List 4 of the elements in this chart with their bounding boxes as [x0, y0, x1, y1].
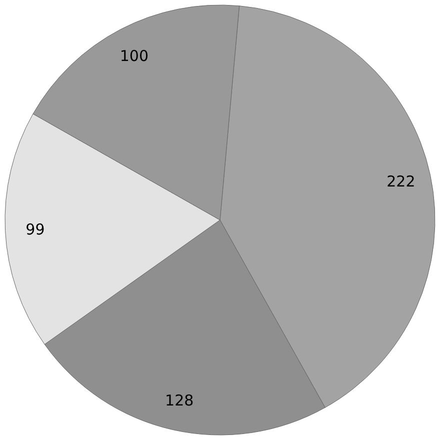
data-label: 99 [26, 220, 45, 238]
data-label: 222 [386, 172, 416, 190]
data-label: 100 [120, 47, 149, 66]
data-label: 128 [165, 391, 194, 410]
